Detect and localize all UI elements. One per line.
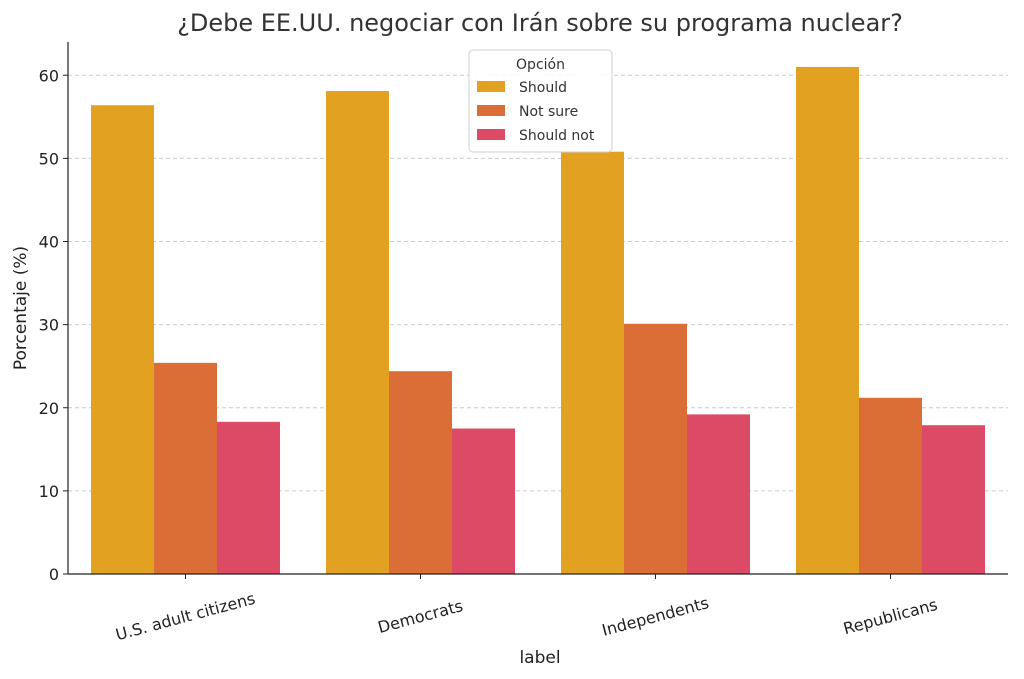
legend-box xyxy=(468,49,613,153)
legend-title: Opción xyxy=(516,57,565,73)
y-tick-label: 50 xyxy=(39,149,59,168)
legend: Opción Should Not sure Should not xyxy=(468,49,613,153)
bar-not-sure xyxy=(389,371,452,574)
axes xyxy=(67,42,1008,575)
x-tick-label: Democrats xyxy=(376,596,465,637)
x-tick-label: Republicans xyxy=(841,595,939,638)
y-axis-label: Porcentaje (%) xyxy=(11,246,31,370)
y-tick-label: 60 xyxy=(39,66,59,85)
bar-should-not xyxy=(452,428,515,574)
bars xyxy=(91,66,985,575)
x-tick-label: U.S. adult citizens xyxy=(114,589,258,645)
x-tick-label: Independents xyxy=(600,593,711,640)
y-tick-label: 20 xyxy=(39,399,59,418)
bar-not-sure xyxy=(859,397,922,574)
x-tick-labels: U.S. adult citizens Democrats Independents… xyxy=(114,574,940,644)
bar-not-sure xyxy=(154,362,217,574)
bar-should xyxy=(796,66,859,574)
chart-title: ¿Debe EE.UU. negociar con Irán sobre su … xyxy=(177,9,903,37)
x-axis-label: label xyxy=(519,648,560,668)
legend-swatch xyxy=(477,105,505,116)
legend-swatch xyxy=(477,129,505,140)
bar-should-not xyxy=(217,421,280,574)
legend-label: Should xyxy=(519,80,567,96)
y-tick-label: 40 xyxy=(39,233,59,252)
bar-should-not xyxy=(687,414,750,574)
bar-should xyxy=(326,91,389,574)
y-tick-label: 10 xyxy=(39,482,59,501)
legend-swatch xyxy=(477,81,505,92)
y-tick-labels: 0 10 20 30 40 50 60 xyxy=(39,66,68,584)
legend-label: Should not xyxy=(519,128,595,144)
legend-label: Not sure xyxy=(519,104,578,120)
bar-should xyxy=(561,151,624,574)
bar-should-not xyxy=(922,425,985,574)
bar-not-sure xyxy=(624,323,687,574)
bar-should xyxy=(91,105,154,575)
y-tick-label: 0 xyxy=(49,565,59,584)
y-tick-label: 30 xyxy=(39,316,59,335)
